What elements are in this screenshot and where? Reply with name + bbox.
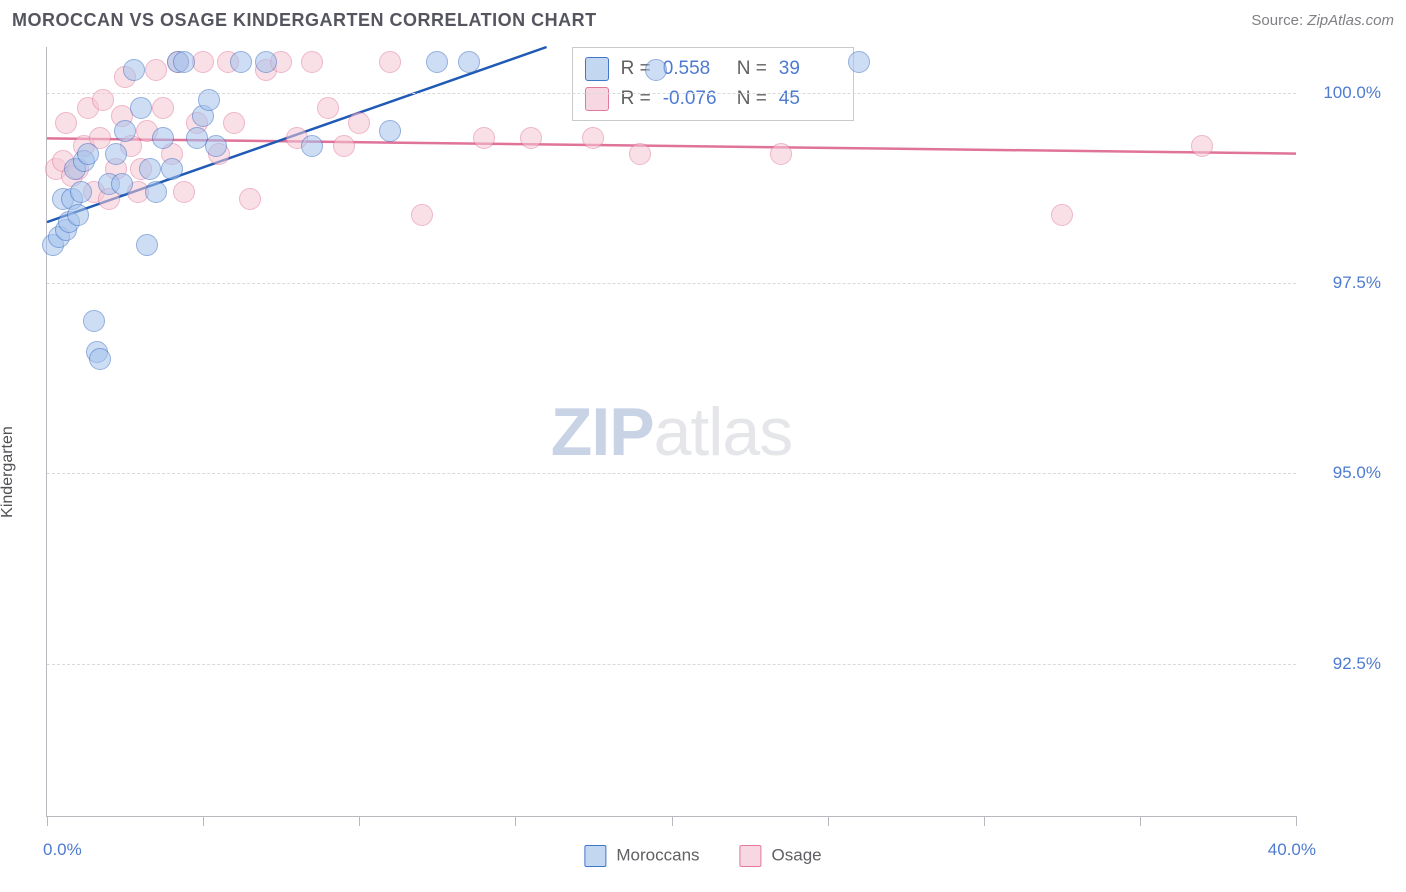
point-moroccan [152, 127, 174, 149]
point-moroccan [458, 51, 480, 73]
point-moroccan [123, 59, 145, 81]
watermark: ZIPatlas [551, 393, 792, 471]
gridline [47, 664, 1296, 665]
point-moroccan [205, 135, 227, 157]
point-moroccan [114, 120, 136, 142]
y-tick-label: 92.5% [1301, 654, 1381, 674]
gridline [47, 473, 1296, 474]
y-tick-label: 100.0% [1301, 83, 1381, 103]
stats-row-moroccans: R = 0.558 N = 39 [585, 54, 841, 84]
x-label-end: 40.0% [1268, 840, 1316, 860]
point-moroccan [77, 143, 99, 165]
point-osage [629, 143, 651, 165]
x-tick [359, 816, 360, 826]
x-tick [1140, 816, 1141, 826]
point-osage [379, 51, 401, 73]
y-tick-label: 95.0% [1301, 463, 1381, 483]
point-osage [239, 188, 261, 210]
x-tick [203, 816, 204, 826]
point-moroccan [130, 97, 152, 119]
point-moroccan [426, 51, 448, 73]
stats-row-osage: R = -0.076 N = 45 [585, 84, 841, 114]
point-osage [1051, 204, 1073, 226]
swatch-pink [585, 87, 609, 111]
plot-region: ZIPatlas R = 0.558 N = 39 R = -0.076 N =… [46, 47, 1296, 817]
point-moroccan [89, 348, 111, 370]
point-osage [333, 135, 355, 157]
point-moroccan [173, 51, 195, 73]
x-label-start: 0.0% [43, 840, 82, 860]
regression-lines [47, 47, 1296, 816]
x-tick [515, 816, 516, 826]
point-osage [55, 112, 77, 134]
legend-item-moroccans: Moroccans [584, 845, 699, 867]
gridline [47, 283, 1296, 284]
swatch-blue [585, 57, 609, 81]
chart-title: MOROCCAN VS OSAGE KINDERGARTEN CORRELATI… [12, 10, 597, 31]
x-tick [828, 816, 829, 826]
point-osage [301, 51, 323, 73]
point-osage [1191, 135, 1213, 157]
point-moroccan [198, 89, 220, 111]
point-moroccan [645, 59, 667, 81]
x-tick [672, 816, 673, 826]
point-moroccan [161, 158, 183, 180]
point-moroccan [111, 173, 133, 195]
point-moroccan [230, 51, 252, 73]
series-legend: Moroccans Osage [584, 845, 821, 867]
point-osage [582, 127, 604, 149]
point-osage [92, 89, 114, 111]
stats-legend: R = 0.558 N = 39 R = -0.076 N = 45 [572, 47, 854, 121]
point-osage [152, 97, 174, 119]
point-osage [348, 112, 370, 134]
x-tick [47, 816, 48, 826]
point-osage [173, 181, 195, 203]
y-tick-label: 97.5% [1301, 273, 1381, 293]
point-moroccan [301, 135, 323, 157]
point-moroccan [848, 51, 870, 73]
point-moroccan [70, 181, 92, 203]
legend-item-osage: Osage [740, 845, 822, 867]
point-moroccan [145, 181, 167, 203]
point-osage [223, 112, 245, 134]
source-label: Source: ZipAtlas.com [1251, 12, 1394, 29]
source-link[interactable]: ZipAtlas.com [1307, 12, 1394, 29]
point-osage [473, 127, 495, 149]
gridline [47, 93, 1296, 94]
point-moroccan [139, 158, 161, 180]
point-moroccan [67, 204, 89, 226]
point-osage [145, 59, 167, 81]
point-osage [770, 143, 792, 165]
x-tick [1296, 816, 1297, 826]
point-moroccan [255, 51, 277, 73]
point-moroccan [379, 120, 401, 142]
point-moroccan [105, 143, 127, 165]
point-moroccan [136, 234, 158, 256]
point-osage [520, 127, 542, 149]
point-osage [317, 97, 339, 119]
x-tick [984, 816, 985, 826]
point-osage [411, 204, 433, 226]
chart-area: Kindergarten ZIPatlas R = 0.558 N = 39 R… [0, 37, 1406, 889]
point-osage [192, 51, 214, 73]
point-moroccan [83, 310, 105, 332]
y-axis-label: Kindergarten [0, 426, 17, 518]
